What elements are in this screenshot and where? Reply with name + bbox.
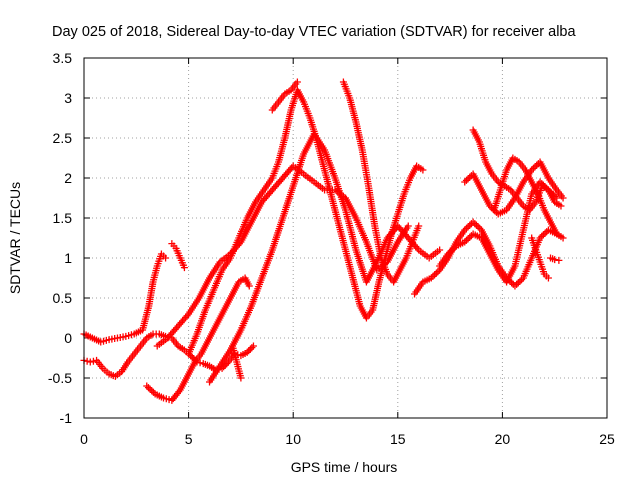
data-point — [449, 245, 457, 253]
data-point — [555, 256, 563, 264]
data-point — [474, 223, 482, 231]
y-tick-label: 0.5 — [53, 290, 73, 306]
data-point — [538, 232, 546, 240]
x-tick-label: 25 — [599, 431, 615, 447]
x-tick-label: 10 — [285, 431, 301, 447]
data-point — [248, 344, 256, 352]
y-tick-label: 0 — [64, 330, 72, 346]
data-point — [472, 221, 480, 229]
data-point — [162, 254, 170, 262]
data-point — [243, 348, 251, 356]
data-point — [471, 220, 479, 228]
data-point — [431, 271, 439, 279]
data-point — [536, 178, 544, 186]
data-point — [466, 173, 474, 181]
data-point — [551, 256, 559, 264]
data-point — [516, 277, 524, 285]
data-point — [518, 276, 526, 284]
data-point — [511, 282, 519, 290]
data-point — [86, 358, 94, 366]
data-point — [464, 235, 472, 243]
y-tick-label: 3.5 — [53, 50, 73, 66]
data-point — [539, 231, 547, 239]
data-point — [462, 236, 470, 244]
data-point — [149, 388, 157, 396]
data-point — [180, 264, 188, 272]
data-point — [531, 163, 539, 171]
data-point — [144, 384, 152, 392]
data-point — [541, 229, 549, 237]
data-point — [415, 222, 423, 230]
data-point — [432, 269, 440, 277]
data-point — [249, 342, 257, 350]
x-axis-label: GPS time / hours — [291, 459, 398, 475]
y-tick-label: 1 — [64, 250, 72, 266]
data-point — [461, 178, 469, 186]
data-point — [196, 359, 204, 367]
x-tick-label: 5 — [185, 431, 193, 447]
data-point — [419, 166, 427, 174]
data-point — [461, 226, 469, 234]
data-point — [528, 166, 536, 174]
data-point — [462, 176, 470, 184]
data-points — [80, 78, 567, 404]
data-point — [89, 357, 97, 365]
axis-ticks: 0 5 10 15 20 25 -1 -0.5 0 0.5 1 1.5 2 2.5 3 3.5 — [48, 50, 615, 447]
data-point — [559, 234, 567, 242]
y-tick-label: 3 — [64, 90, 72, 106]
data-point — [489, 205, 497, 213]
data-point — [404, 222, 412, 230]
data-point — [451, 244, 459, 252]
data-point — [557, 202, 565, 210]
data-point — [444, 250, 452, 258]
data-point — [429, 272, 437, 280]
data-point — [237, 374, 245, 382]
data-point — [533, 161, 541, 169]
data-point — [464, 175, 472, 183]
y-tick-label: 2.5 — [53, 130, 73, 146]
data-point — [427, 274, 435, 282]
data-point — [447, 247, 455, 255]
data-point — [188, 353, 196, 361]
data-point — [559, 194, 567, 202]
data-point — [529, 164, 537, 172]
data-point — [436, 246, 444, 254]
data-point — [245, 347, 253, 355]
data-point — [476, 224, 484, 232]
data-point — [245, 282, 253, 290]
chart-title: Day 025 of 2018, Sidereal Day-to-day VTE… — [52, 24, 577, 40]
y-tick-label: -0.5 — [48, 370, 72, 386]
data-point — [514, 279, 522, 287]
data-point — [544, 274, 552, 282]
x-tick-label: 0 — [80, 431, 88, 447]
data-point — [146, 385, 154, 393]
data-point — [461, 238, 469, 246]
data-point — [434, 268, 442, 276]
y-axis-label: SDTVAR / TECUs — [7, 182, 23, 294]
data-point — [462, 224, 470, 232]
data-point — [466, 221, 474, 229]
data-point — [293, 78, 301, 86]
data-point — [464, 223, 472, 231]
data-point — [508, 279, 516, 287]
data-point — [513, 280, 521, 288]
data-point — [469, 218, 477, 226]
x-tick-label: 20 — [495, 431, 511, 447]
plot-frame — [83, 57, 608, 419]
data-point — [143, 382, 151, 390]
y-tick-label: 2 — [64, 170, 72, 186]
data-point — [446, 248, 454, 256]
data-point — [246, 345, 254, 353]
x-tick-label: 15 — [390, 431, 406, 447]
data-point — [536, 234, 544, 242]
y-tick-label: -1 — [60, 410, 73, 426]
data-point — [466, 233, 474, 241]
data-point — [83, 357, 91, 365]
data-point — [148, 387, 156, 395]
y-tick-label: 1.5 — [53, 210, 73, 226]
